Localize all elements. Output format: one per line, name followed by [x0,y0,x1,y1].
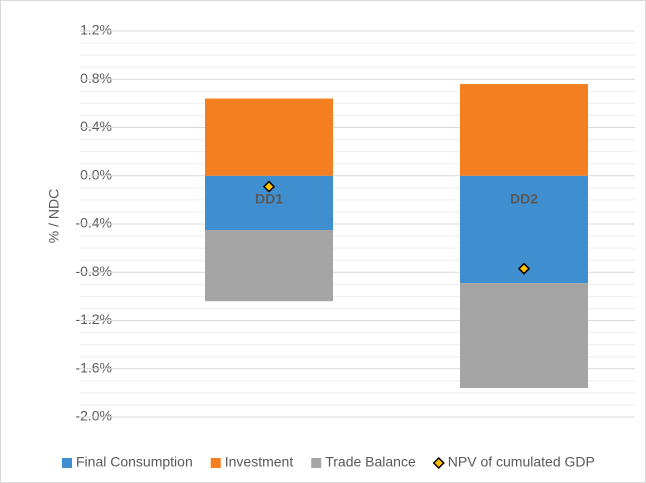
legend-label: Trade Balance [325,454,416,470]
y-tick-label: -0.8% [75,263,112,279]
legend-swatch [62,458,72,468]
marker [262,180,276,193]
bar-segment [205,98,333,176]
legend-label: Final Consumption [76,454,193,470]
legend-marker [432,456,445,470]
legend-label: NPV of cumulated GDP [448,454,595,470]
legend-swatch [311,458,322,468]
bar-segment [460,84,588,176]
legend-label: Investment [225,454,294,470]
y-tick-label: 1.2% [80,22,112,38]
y-tick-label: 0.4% [80,118,112,134]
legend-swatch [210,458,221,468]
y-tick-label: 0.0% [80,166,112,182]
y-tick-label: -0.4% [75,215,112,231]
y-tick-label: -1.6% [75,359,112,375]
category-label: DD1 [255,190,283,206]
bar-segment [460,283,588,389]
y-tick-label: -2.0% [75,408,112,424]
category-label: DD2 [510,190,538,206]
y-tick-label: -1.2% [75,311,112,327]
marker [517,262,531,275]
bar-segment [205,230,333,302]
y-tick-label: 0.8% [80,70,112,86]
y-axis-label: % / NDC [46,189,62,243]
